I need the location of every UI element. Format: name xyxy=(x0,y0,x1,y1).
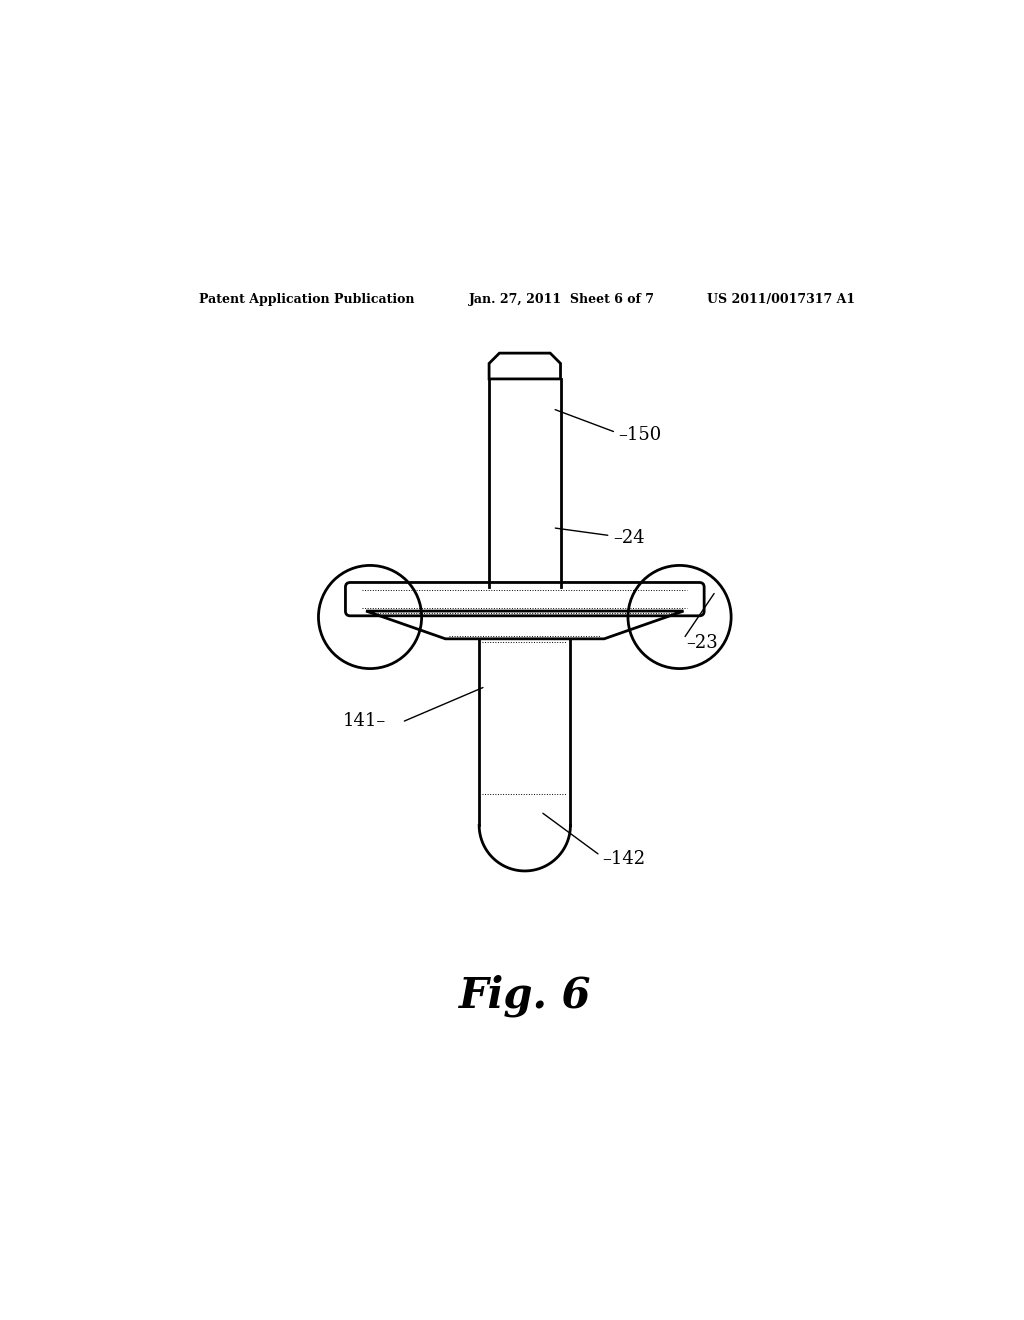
Text: –24: –24 xyxy=(613,529,644,546)
Text: Patent Application Publication: Patent Application Publication xyxy=(200,293,415,306)
Text: –23: –23 xyxy=(686,634,718,652)
Text: –150: –150 xyxy=(618,426,662,444)
Text: Jan. 27, 2011  Sheet 6 of 7: Jan. 27, 2011 Sheet 6 of 7 xyxy=(469,293,655,306)
Text: 141–: 141– xyxy=(342,711,385,730)
Text: –142: –142 xyxy=(602,850,646,867)
Text: US 2011/0017317 A1: US 2011/0017317 A1 xyxy=(708,293,855,306)
Text: Fig. 6: Fig. 6 xyxy=(459,974,591,1018)
